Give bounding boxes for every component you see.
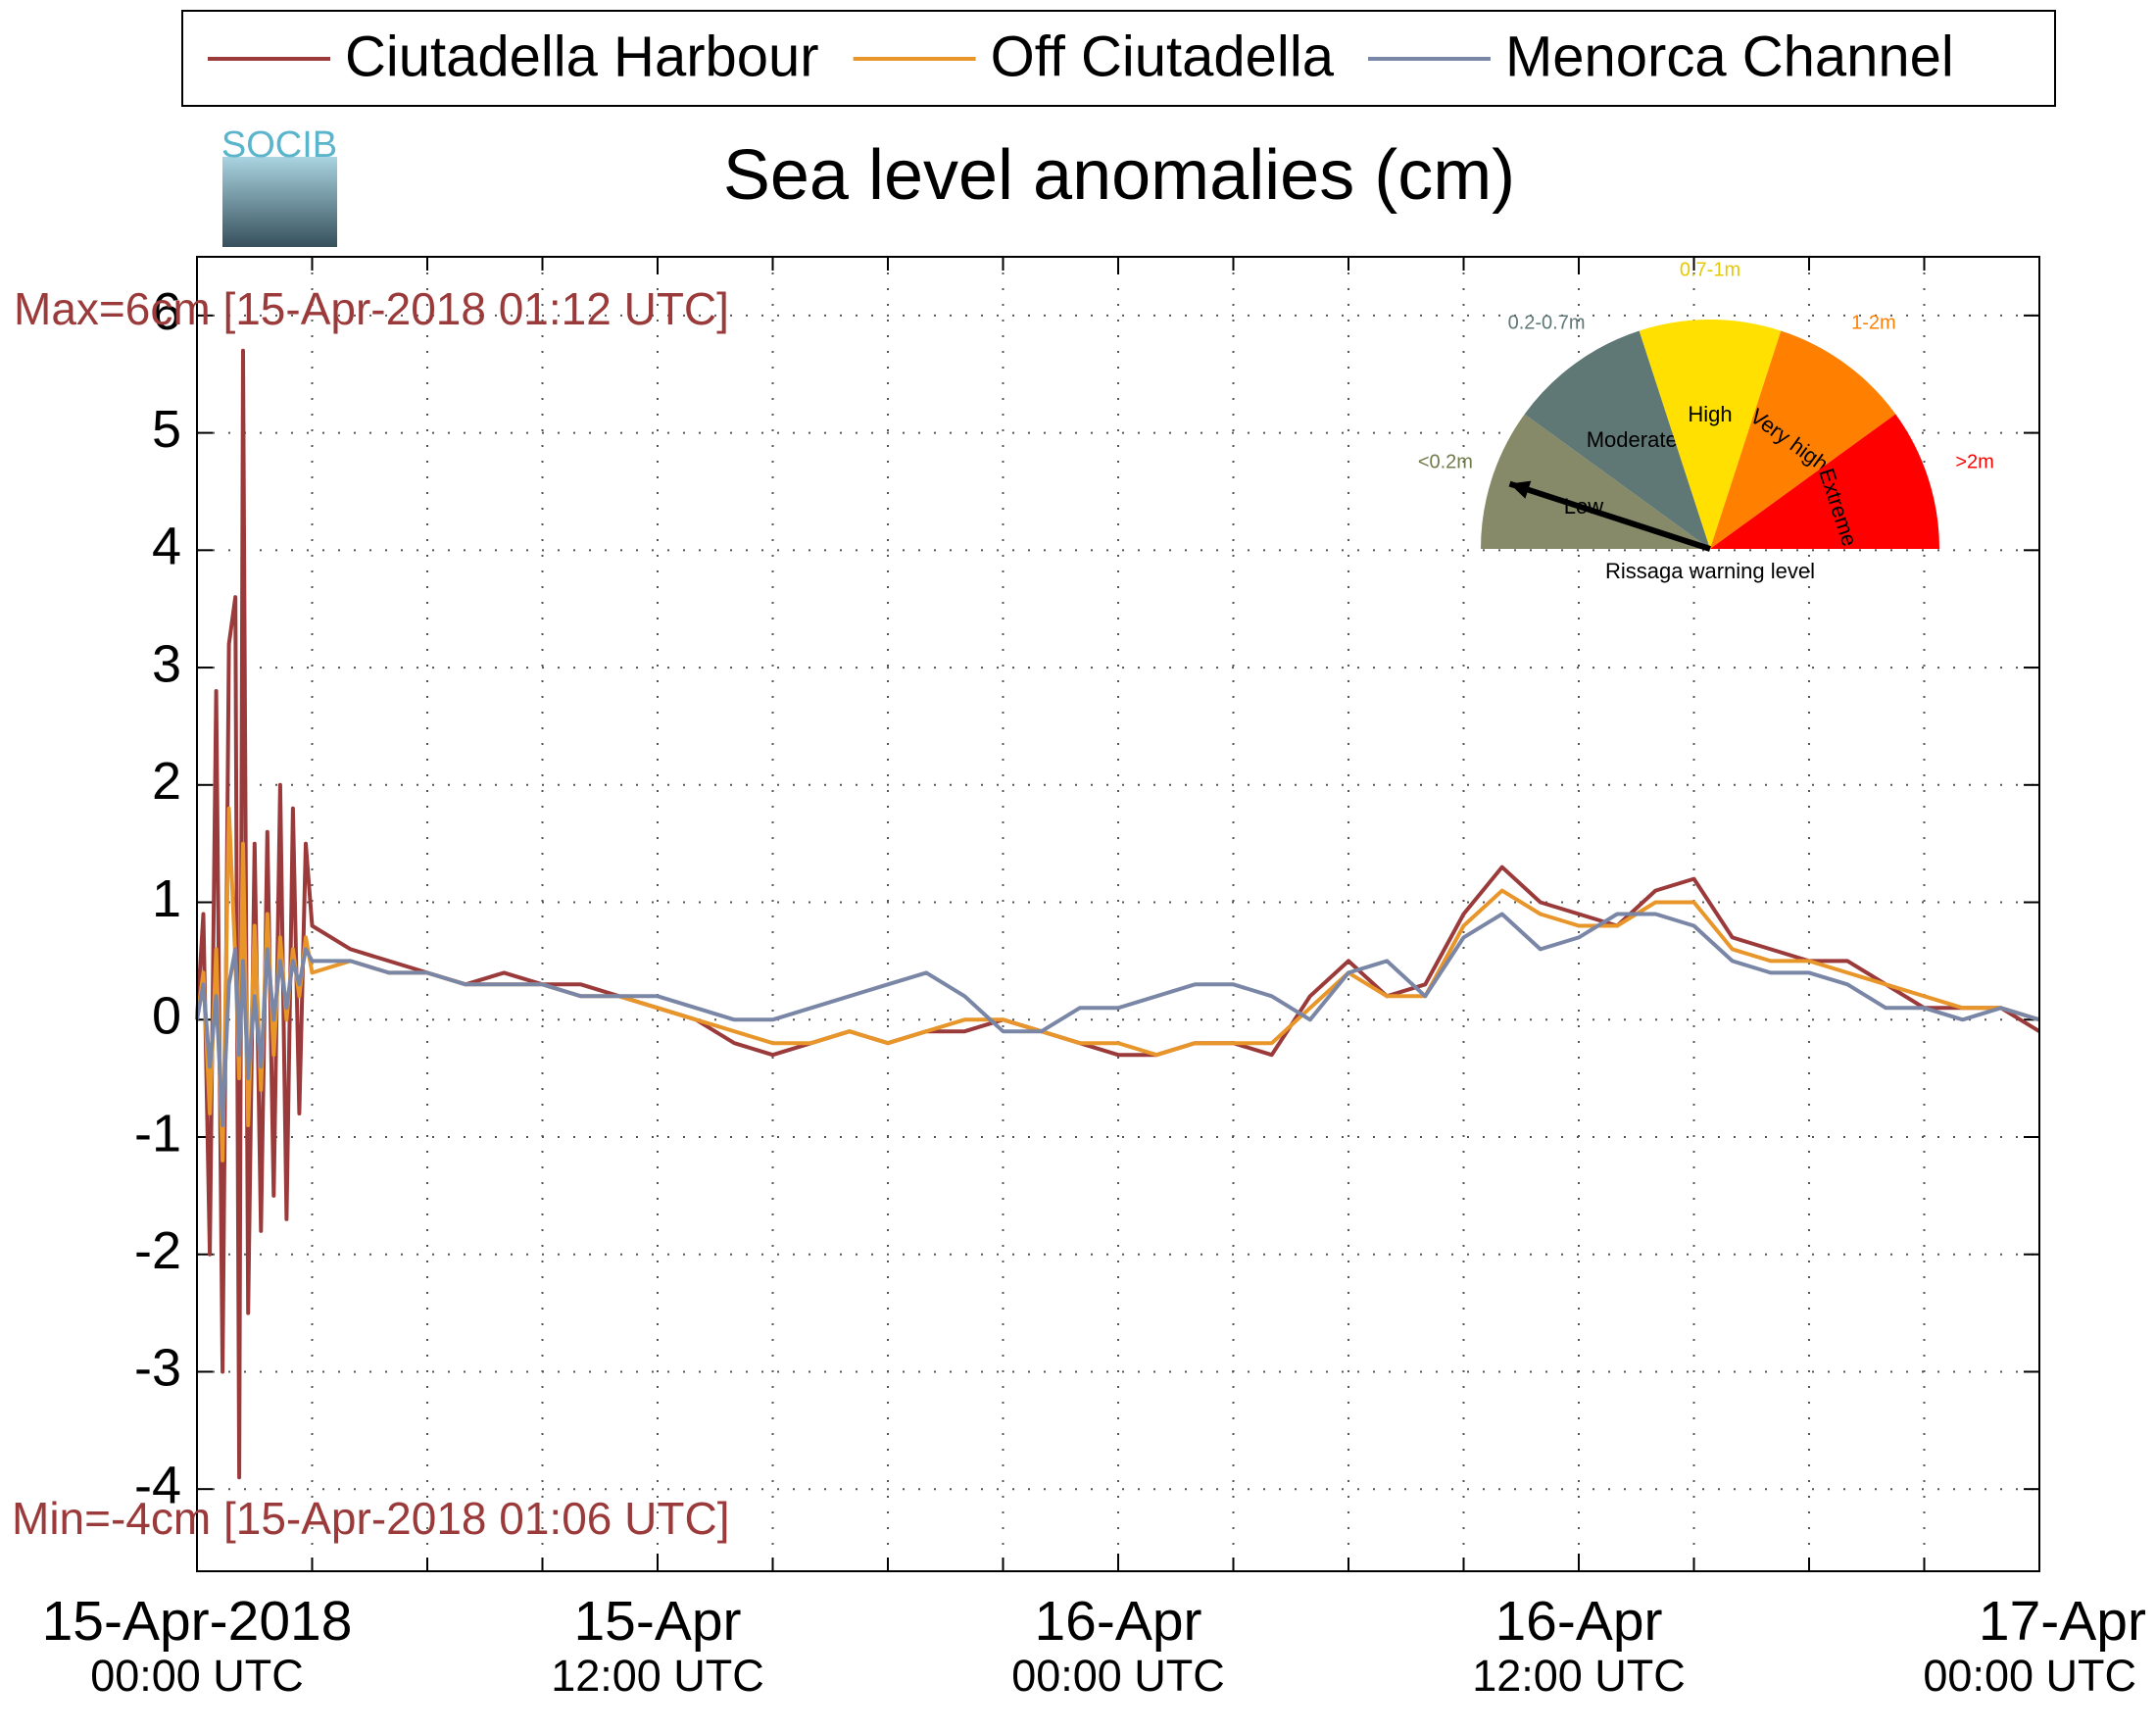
gauge-pointer	[1508, 480, 1711, 552]
gauge-range: 1-2m	[1851, 313, 1896, 334]
y-tick-label: -1	[134, 1104, 181, 1163]
gauge-sector	[1524, 330, 1710, 549]
y-tick-label: 4	[152, 518, 181, 576]
chart-title: Sea level anomalies (cm)	[723, 136, 1515, 215]
y-tick-label: 0	[152, 987, 181, 1046]
gauge-range: >2m	[1955, 452, 1993, 473]
gauge-pointer-head	[1509, 480, 1532, 499]
x-tick-label: 16-Apr	[1034, 1590, 1201, 1653]
y-tick-label: 2	[152, 752, 181, 811]
annotation: Max=6cm [15-Apr-2018 01:12 UTC]	[14, 283, 729, 334]
legend-box	[181, 10, 2056, 107]
gauge-range: 0.2-0.7m	[1508, 313, 1586, 334]
x-tick-sublabel: 00:00 UTC	[1011, 1651, 1225, 1701]
y-tick-label: 5	[152, 400, 181, 459]
legend-label: Off Ciutadella	[991, 25, 1335, 88]
gauge-sector	[1710, 330, 1896, 549]
x-tick-label: 15-Apr-2018	[42, 1590, 353, 1653]
x-tick-sublabel: 00:00 UTC	[90, 1651, 304, 1701]
x-tick-label: 15-Apr	[573, 1590, 741, 1653]
x-tick-label: 17-Apr	[1979, 1590, 2146, 1653]
y-tick-label: -2	[134, 1221, 181, 1280]
x-tick-sublabel: 12:00 UTC	[1472, 1651, 1686, 1701]
legend-label: Menorca Channel	[1505, 25, 1954, 88]
y-tick-label: 3	[152, 634, 181, 693]
plot-frame	[196, 256, 2040, 1572]
series-line	[195, 912, 2040, 1127]
gauge-sector	[1710, 414, 1939, 549]
logo-box	[222, 157, 337, 247]
x-tick-label: 16-Apr	[1494, 1590, 1662, 1653]
gauge-range: 0.7-1m	[1680, 259, 1740, 280]
legend-label: Ciutadella Harbour	[345, 25, 819, 88]
y-tick-label: 6	[152, 282, 181, 341]
y-tick-label: -3	[134, 1339, 181, 1398]
x-tick-sublabel: 12:00 UTC	[551, 1651, 764, 1701]
y-tick-label: -4	[134, 1456, 181, 1514]
x-tick-sublabel: 00:00 UTC	[1923, 1651, 2136, 1701]
annotation: Min=-4cm [15-Apr-2018 01:06 UTC]	[12, 1493, 729, 1544]
logo-text: SOCIB	[221, 124, 337, 166]
gauge-range: <0.2m	[1418, 452, 1473, 473]
gauge-title: Rissaga warning level	[1605, 559, 1815, 583]
gauge-level: High	[1688, 402, 1732, 426]
gauge-sector	[1481, 414, 1710, 549]
gauge-level: Moderate	[1587, 427, 1678, 452]
y-tick-label: 1	[152, 869, 181, 928]
gauge-sector	[1639, 320, 1782, 549]
